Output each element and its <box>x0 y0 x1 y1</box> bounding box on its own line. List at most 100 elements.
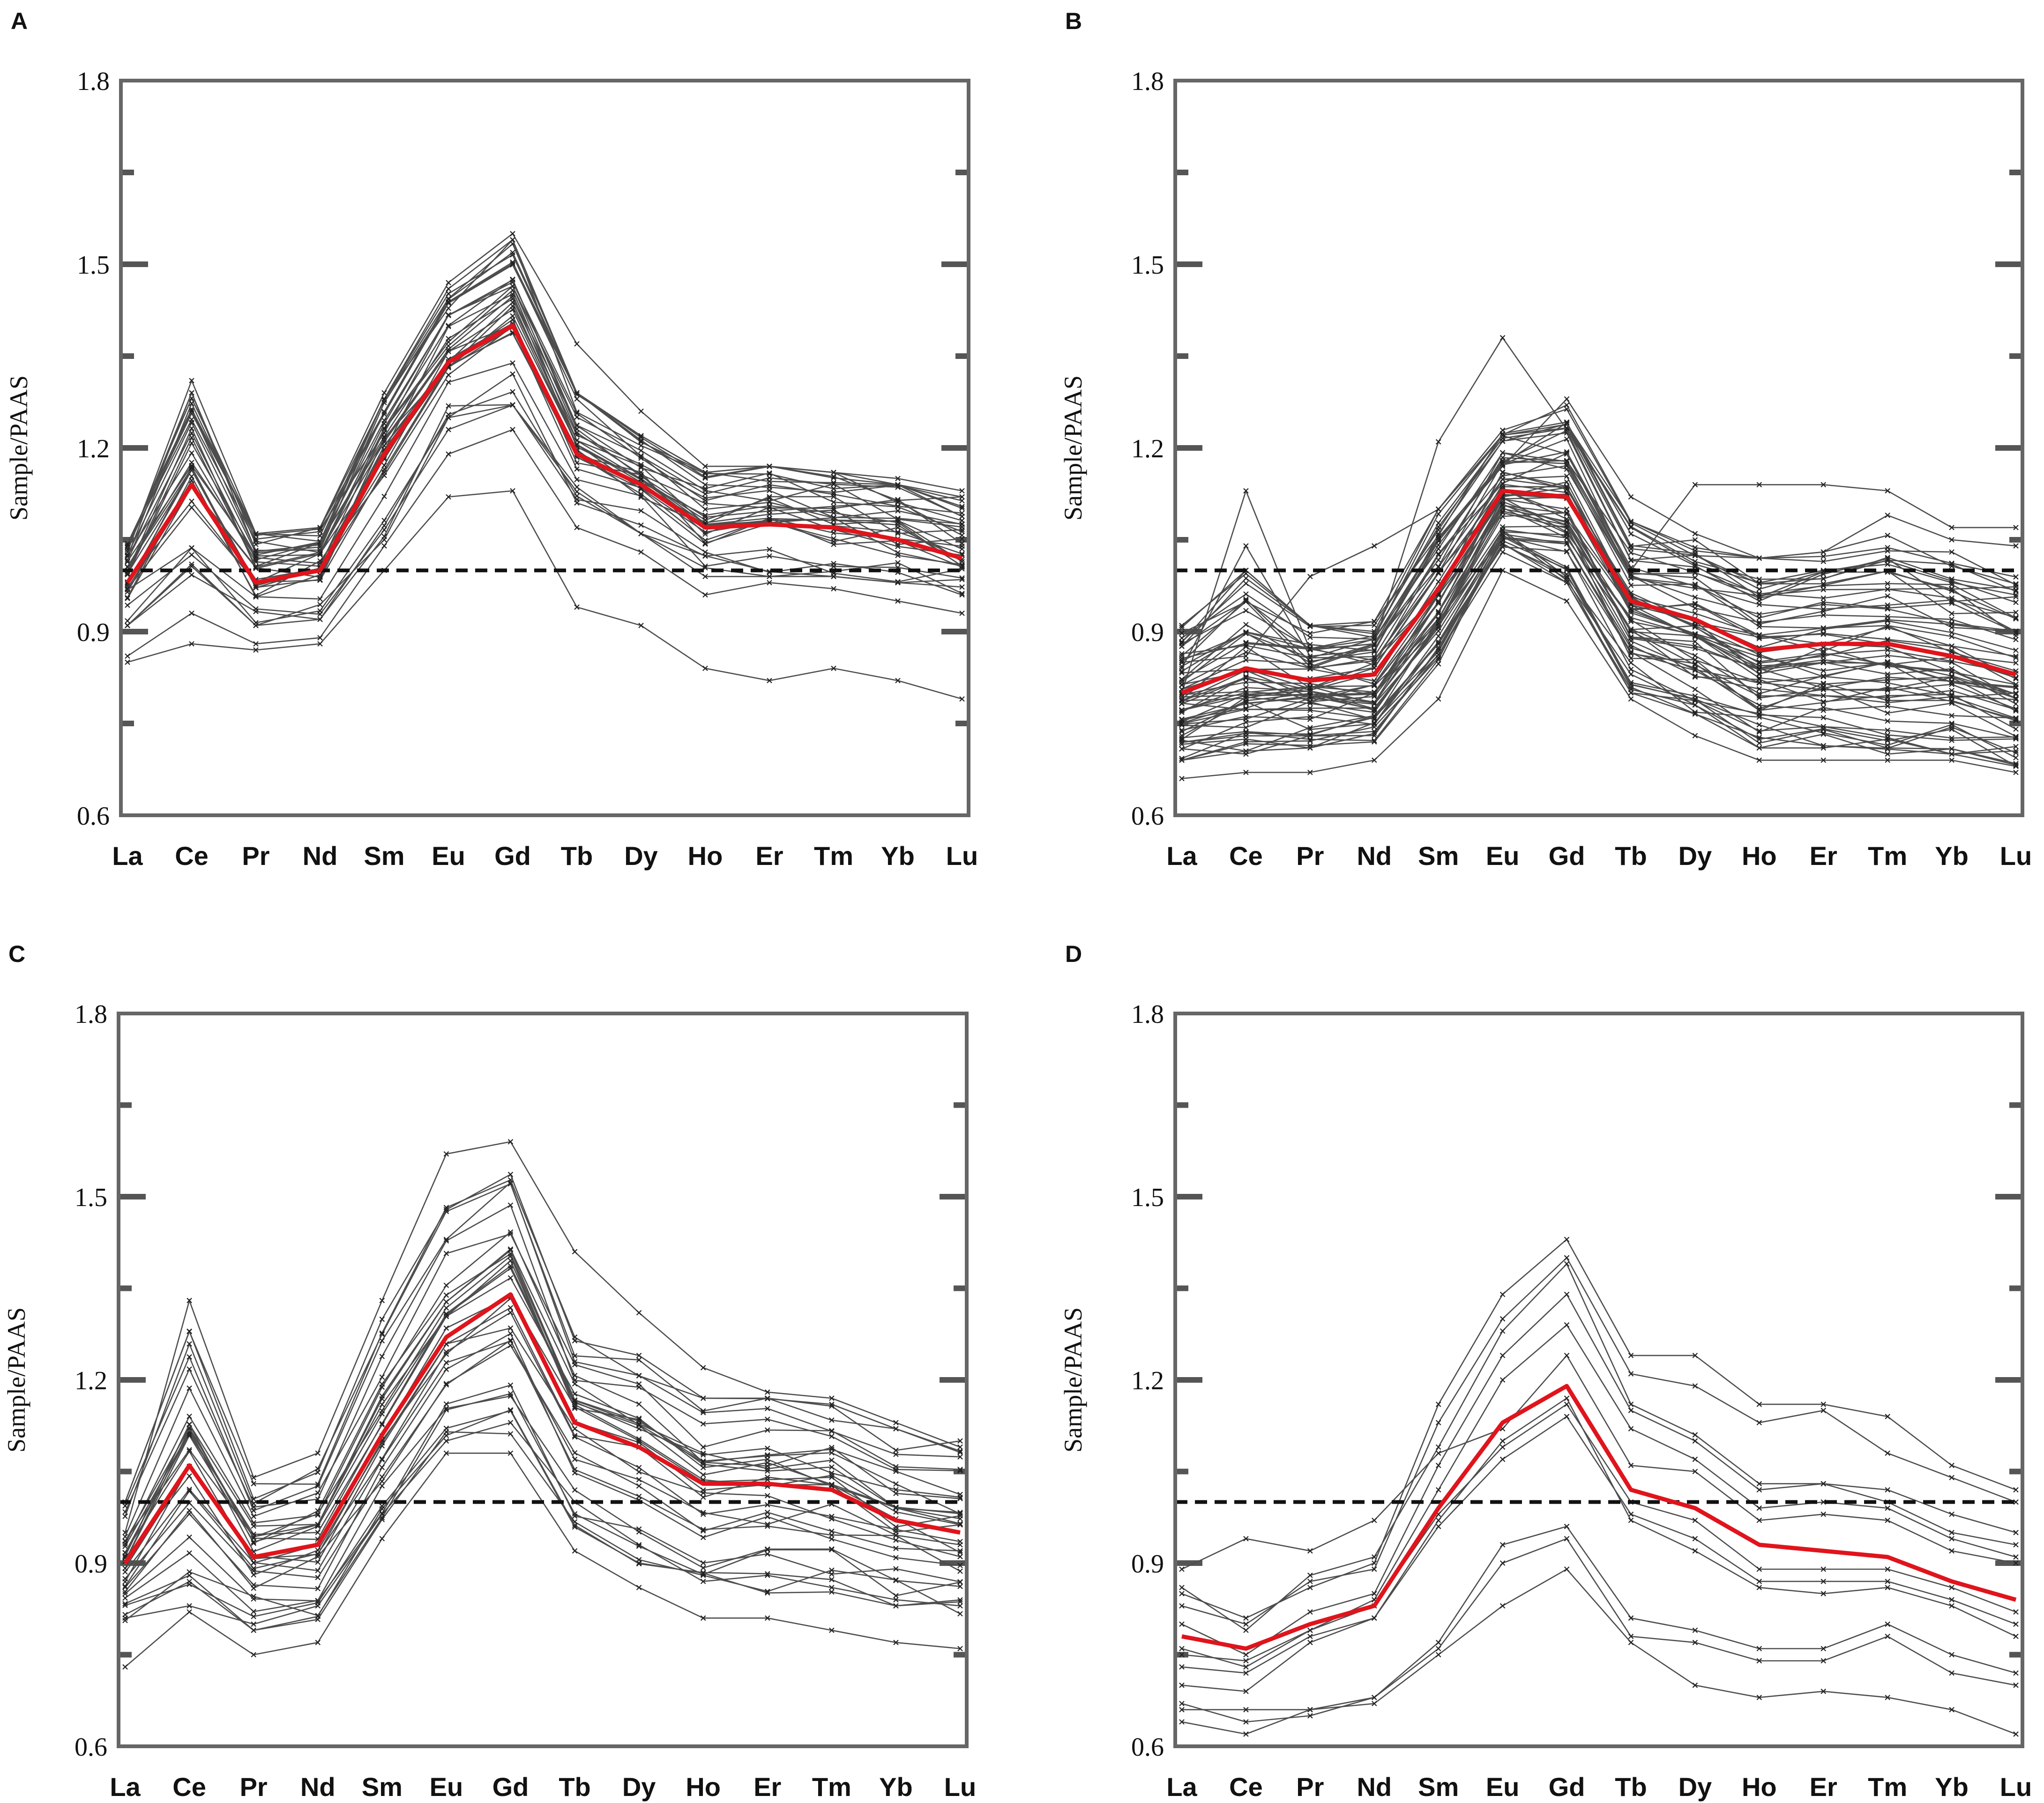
data-point-marker <box>1756 624 1762 630</box>
data-point-marker <box>443 1282 449 1288</box>
data-point-marker <box>895 525 901 530</box>
data-point-marker <box>507 1275 514 1281</box>
data-point-marker <box>1307 660 1313 666</box>
data-point-marker <box>893 1545 899 1551</box>
data-point-marker <box>379 1456 385 1462</box>
data-point-marker <box>125 543 130 549</box>
data-point-marker <box>2013 633 2019 639</box>
data-point-marker <box>379 1411 385 1417</box>
data-point-marker <box>379 1511 385 1516</box>
data-point-marker <box>381 421 387 426</box>
sample-series-line <box>127 261 962 562</box>
data-point-marker <box>1179 775 1185 782</box>
data-point-marker <box>1949 1511 1954 1517</box>
data-point-marker <box>1628 1633 1634 1639</box>
data-point-marker <box>1692 643 1698 649</box>
data-point-marker <box>1756 652 1762 657</box>
x-tick-label: Lu <box>944 1772 976 1802</box>
data-point-marker <box>1885 660 1890 666</box>
x-tick-label: Ce <box>172 1772 206 1802</box>
data-point-marker <box>572 1456 578 1462</box>
panel-D: D Sample/PAAS 0.6 0.9 1.2 1.5 1.8 La Ce Pr Nd Sm Eu G… <box>1059 941 2032 1802</box>
data-point-marker <box>764 1523 770 1529</box>
data-point-marker <box>443 1351 449 1357</box>
data-point-marker <box>829 1577 835 1582</box>
data-point-marker <box>1371 1566 1377 1572</box>
data-point-marker <box>1307 716 1313 722</box>
data-point-marker <box>1179 1566 1185 1572</box>
sample-series-line <box>125 1422 961 1625</box>
data-point-marker <box>1243 591 1249 597</box>
data-point-marker <box>767 498 772 504</box>
mean-series-line <box>1181 1384 2017 1651</box>
data-point-marker <box>189 505 194 510</box>
data-point-marker <box>957 1603 963 1609</box>
data-point-marker <box>1179 1682 1185 1688</box>
data-point-marker <box>1499 1377 1506 1383</box>
data-point-marker <box>767 503 772 509</box>
data-point-marker <box>1949 621 1954 627</box>
data-point-marker <box>507 1393 514 1399</box>
data-point-marker <box>1949 693 1954 699</box>
data-point-marker <box>1628 1615 1634 1621</box>
data-point-marker <box>1435 1444 1441 1450</box>
x-tick-label: Gd <box>494 841 531 871</box>
data-point-marker <box>1179 630 1185 636</box>
data-point-marker <box>957 1448 963 1454</box>
sample-series-line <box>127 391 962 626</box>
data-point-marker <box>893 1426 899 1432</box>
data-point-marker <box>1692 575 1698 581</box>
data-point-marker <box>315 1559 321 1565</box>
data-point-marker <box>251 1627 256 1633</box>
data-point-marker <box>186 1572 192 1579</box>
data-point-marker <box>1949 699 1954 704</box>
data-point-marker <box>381 462 387 468</box>
data-point-marker <box>1885 653 1890 658</box>
data-point-marker <box>764 1571 770 1577</box>
data-point-marker <box>253 564 259 570</box>
data-point-marker <box>381 543 387 549</box>
plot-frame <box>119 79 970 817</box>
data-point-marker <box>317 608 323 614</box>
data-point-marker <box>1564 525 1570 531</box>
data-point-marker <box>122 1503 128 1509</box>
y-tick-label: 1.8 <box>1131 1000 1164 1029</box>
data-point-marker <box>1820 1646 1827 1652</box>
sample-series-line <box>1181 504 2016 710</box>
data-point-marker <box>507 1431 514 1437</box>
data-point-marker <box>251 1508 256 1513</box>
data-point-marker <box>1628 645 1634 651</box>
data-point-marker <box>1820 559 1827 565</box>
sample-series-line <box>127 362 962 600</box>
data-point-marker <box>1243 1707 1249 1713</box>
data-point-marker <box>1885 1585 1890 1590</box>
data-point-marker <box>443 1251 449 1256</box>
data-point-marker <box>829 1546 835 1552</box>
data-point-marker <box>764 1546 770 1552</box>
data-point-marker <box>636 1357 642 1363</box>
data-point-marker <box>1692 1627 1698 1633</box>
data-point-marker <box>829 1589 835 1595</box>
y-axis-label: Sample/PAAS <box>1059 1307 1087 1453</box>
data-point-marker <box>122 1543 128 1550</box>
data-point-marker <box>1756 615 1762 621</box>
data-point-marker <box>379 1478 385 1484</box>
data-point-marker <box>893 1527 899 1533</box>
data-point-marker <box>1820 549 1827 555</box>
data-point-marker <box>893 1468 899 1474</box>
data-point-marker <box>959 536 965 542</box>
data-point-marker <box>446 372 451 378</box>
data-point-marker <box>122 1612 128 1617</box>
data-point-marker <box>1756 581 1762 587</box>
data-point-marker <box>189 390 194 396</box>
data-point-marker <box>959 498 965 504</box>
data-point-marker <box>1435 1401 1441 1407</box>
data-point-marker <box>2013 1499 2019 1505</box>
data-point-marker <box>1243 674 1249 680</box>
data-point-marker <box>1243 608 1249 614</box>
mean-series-line <box>126 323 963 585</box>
data-point-marker <box>443 1207 449 1213</box>
data-point-marker <box>253 547 259 553</box>
data-point-marker <box>189 477 194 484</box>
